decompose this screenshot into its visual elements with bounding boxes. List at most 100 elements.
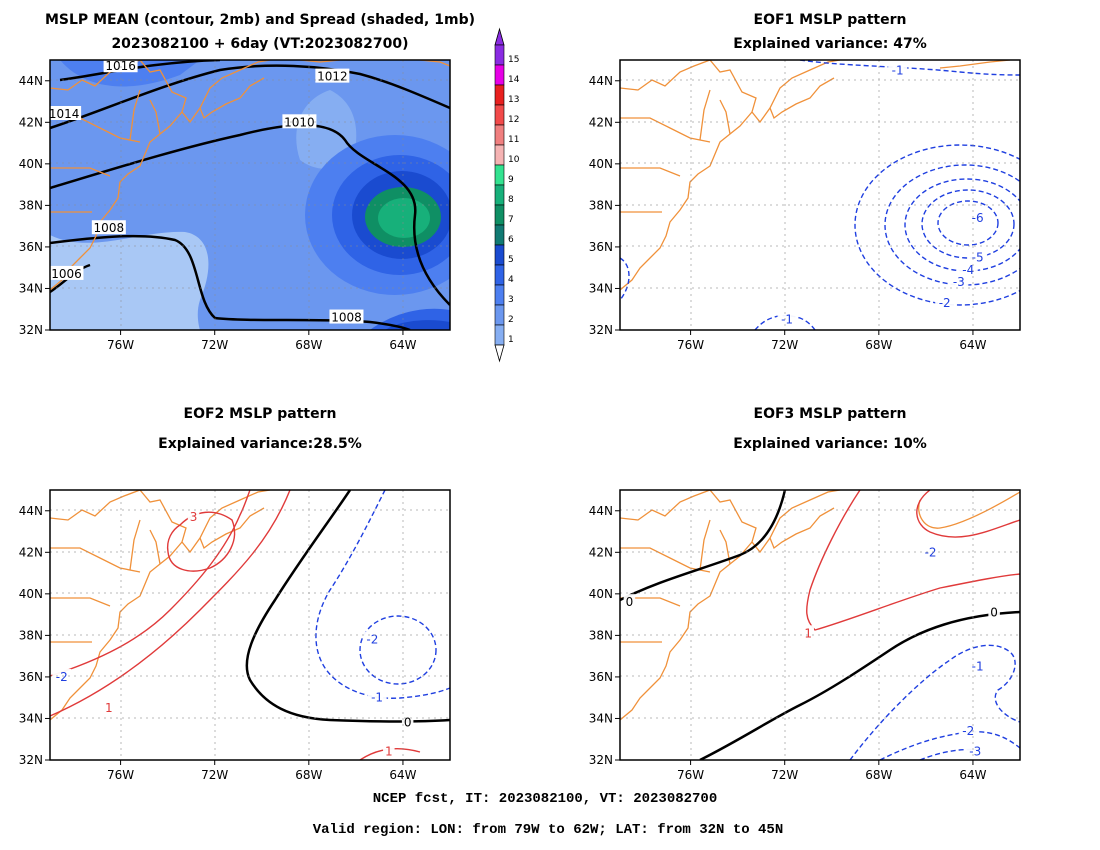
panel-eof2-subtitle: Explained variance:28.5%	[158, 436, 362, 452]
contour-label: 0	[626, 595, 634, 609]
contour-label-bg	[282, 114, 317, 129]
contour-label-bg	[965, 743, 985, 758]
y-tick-label: 40N	[19, 157, 43, 171]
contour-label: 1014	[49, 107, 80, 121]
coast-maine	[139, 490, 271, 554]
contour-plus1	[806, 490, 1020, 631]
panel-mslp-mean: MSLP MEAN (contour, 2mb) and Spread (sha…	[19, 12, 475, 352]
colorbar-label: 9	[508, 175, 514, 185]
border-state-5	[719, 99, 731, 135]
y-tick-label: 32N	[589, 323, 613, 337]
axis-ticks-mean: 76W 72W 68W 64W 44N 42N 40N 38N 36N 34N 32N	[19, 74, 417, 352]
contour-label: 1010	[284, 115, 315, 129]
contour-label: 1	[385, 745, 393, 759]
contour-label: -1	[972, 660, 984, 674]
contour-label: -3	[969, 745, 981, 759]
contour-minus1-west	[620, 257, 630, 301]
axis-ticks-eof2: 76W 72W 68W 64W 44N 42N 40N 38N 36N 34N 32N	[19, 504, 417, 782]
y-tick-label: 42N	[19, 545, 43, 559]
coast-nova-scotia	[769, 507, 835, 550]
y-tick-label: 40N	[589, 157, 613, 171]
contour-minus6	[937, 200, 999, 246]
contour-label-bg	[935, 295, 955, 309]
panel-eof3: EOF3 MSLP pattern Explained variance: 10…	[589, 406, 1021, 782]
coast-east-us	[50, 541, 183, 721]
spread-shading	[50, 60, 450, 330]
y-tick-label: 44N	[19, 504, 43, 518]
axis-ticks-eof3: 76W 72W 68W 64W 44N 42N 40N 38N 36N 34N 32N	[589, 504, 987, 782]
contour-zero	[245, 490, 450, 723]
x-tick-label: 72W	[201, 338, 228, 352]
axis-ticks-eof1: 76W 72W 68W 64W 44N 42N 40N 38N 36N 34N 32N	[589, 74, 987, 352]
x-tick-label: 72W	[201, 768, 228, 782]
panel-eof2-frame	[49, 489, 451, 761]
coastline-eof3	[620, 490, 1020, 721]
contour-minus2	[359, 615, 437, 685]
colorbar-label: 6	[508, 235, 514, 245]
contour-minus2	[879, 731, 1020, 760]
colorbar-label: 5	[508, 255, 514, 265]
contour-label: -1	[371, 691, 383, 705]
panel-eof1-subtitle: Explained variance: 47%	[733, 36, 926, 52]
coast-maine	[709, 60, 841, 124]
x-tick-label: 72W	[771, 768, 798, 782]
gridlines-eof3	[620, 490, 1020, 760]
x-tick-label: 68W	[295, 338, 322, 352]
contour-label: 1012	[317, 70, 348, 84]
contour-minus1-south	[754, 314, 816, 330]
gridlines-mean	[50, 60, 450, 330]
y-tick-label: 44N	[589, 74, 613, 88]
contour-label: 1008	[94, 221, 125, 235]
footer-valid-region: Valid region: LON: from 79W to 62W; LAT:…	[313, 822, 783, 838]
y-tick-label: 42N	[19, 115, 43, 129]
colorbar-label: 12	[508, 115, 519, 125]
border-state-4	[129, 519, 141, 571]
x-tick-label: 76W	[107, 338, 134, 352]
contour-1012	[50, 123, 450, 306]
contour-zero-north	[620, 490, 787, 602]
colorbar-min-triangle	[494, 344, 505, 363]
contour-label-bg	[921, 544, 941, 559]
contour-minus1-north	[799, 60, 1020, 76]
contour-label: 3	[190, 510, 198, 524]
coast-nf	[939, 60, 1011, 69]
y-tick-label: 38N	[19, 628, 43, 642]
contour-minus1	[315, 490, 450, 699]
contour-label-bg	[49, 265, 84, 280]
panel-eof3-subtitle: Explained variance: 10%	[733, 436, 926, 452]
colorbar-segment	[494, 264, 505, 286]
colorbar-label: 8	[508, 195, 514, 205]
colorbar-segment	[494, 244, 505, 266]
colorbar-segment	[494, 124, 505, 146]
y-tick-label: 36N	[589, 670, 613, 684]
contour-labels-eof1: -1 -6 -5-4-3-2 -1	[777, 62, 988, 327]
contour-label: -3	[953, 275, 965, 289]
coast-east-us	[50, 111, 183, 291]
contour-label-bg	[988, 604, 1000, 619]
colorbar-label: 1	[508, 335, 514, 345]
border-canada-west	[620, 490, 711, 521]
y-tick-label: 38N	[589, 628, 613, 642]
colorbar-label: 2	[508, 315, 514, 325]
contour-label-bg	[888, 62, 908, 77]
contour-plus1	[50, 490, 291, 717]
border-canada-west	[620, 60, 711, 91]
colorbar-label: 13	[508, 95, 519, 105]
contour-label: 1006	[51, 267, 82, 281]
y-tick-label: 36N	[589, 240, 613, 254]
contour-minus3	[884, 164, 1020, 286]
contour-label: -1	[892, 63, 904, 77]
contour-label-bg	[187, 509, 200, 523]
panel-eof2-title: EOF2 MSLP pattern	[184, 406, 337, 422]
y-tick-label: 34N	[589, 711, 613, 725]
x-tick-label: 68W	[295, 768, 322, 782]
y-tick-label: 34N	[19, 281, 43, 295]
gridlines-eof1	[620, 60, 1020, 330]
contour-label-bg	[777, 311, 797, 326]
x-tick-label: 68W	[865, 768, 892, 782]
x-tick-label: 76W	[677, 768, 704, 782]
colorbar-segment	[494, 144, 505, 166]
contour-label-bg	[802, 625, 814, 640]
colorbar-segment	[494, 64, 505, 86]
